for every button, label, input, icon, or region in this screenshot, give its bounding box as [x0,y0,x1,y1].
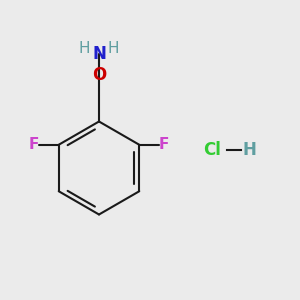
Text: F: F [28,137,39,152]
Text: H: H [108,41,119,56]
Text: F: F [159,137,169,152]
Text: H: H [79,41,90,56]
Text: Cl: Cl [202,141,220,159]
Text: O: O [92,66,106,84]
Text: N: N [92,45,106,63]
Text: H: H [242,141,256,159]
